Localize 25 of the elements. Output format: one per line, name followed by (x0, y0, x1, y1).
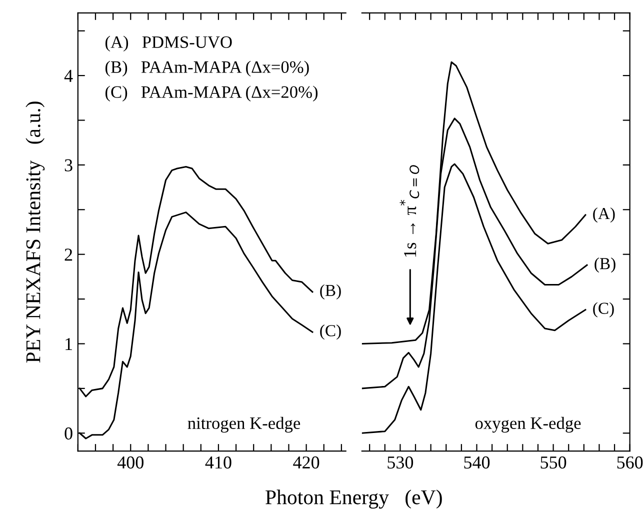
y-tick-label: 4 (64, 70, 73, 82)
annotation: 1s → π$^{*}$$_{C=O}$ (400, 165, 420, 257)
x-tick-label: 420 (293, 456, 320, 469)
legend-label: (B) (594, 258, 616, 273)
x-tick-label: 530 (388, 456, 414, 469)
y-axis-title: PEY NEXAFS Intensity (a.u.) (26, 102, 45, 363)
annotation: (B) PAAm-MAPA (Δx=0%) (105, 60, 309, 76)
annotation: oxygen K-edge (475, 416, 581, 433)
y-tick-label: 2 (64, 248, 72, 261)
series-label: (C) (320, 324, 341, 340)
series-label: (B) (320, 284, 341, 300)
y-tick-label: 0 (64, 427, 72, 440)
y-tick-label: 3 (64, 159, 72, 172)
legend-label: (C) (593, 302, 614, 318)
x-tick-label: 560 (617, 456, 643, 469)
annotation: (C) PAAm-MAPA (Δx=20%) (105, 86, 318, 102)
x-tick-label: 410 (205, 456, 232, 469)
x-tick-label: 400 (117, 456, 144, 469)
x-axis-title: Photon Energy (eV) (266, 490, 442, 509)
x-tick-label: 550 (540, 456, 566, 469)
x-tick-label: 540 (464, 456, 490, 469)
annotation: (A) PDMS-UVO (105, 36, 232, 52)
y-tick-label: 1 (66, 338, 72, 350)
legend-label: (A) (593, 207, 615, 223)
annotation: nitrogen K-edge (188, 416, 300, 433)
